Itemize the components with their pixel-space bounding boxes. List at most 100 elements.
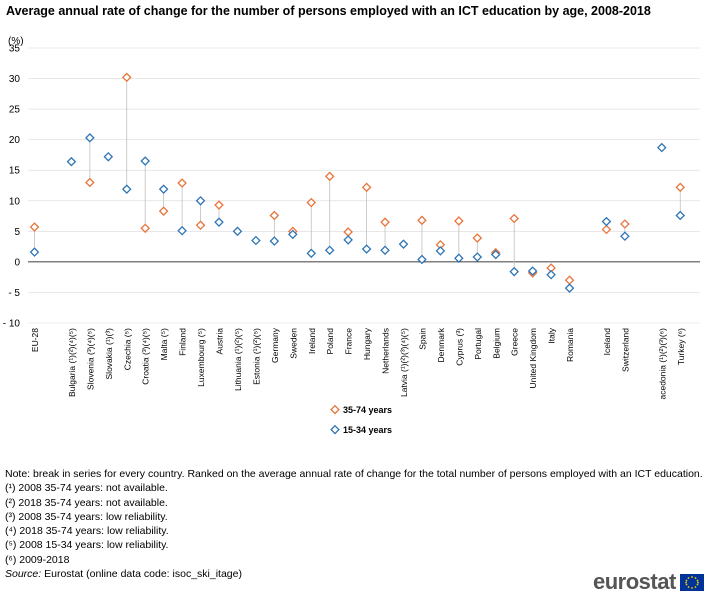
x-category-label: Sweden <box>288 328 298 359</box>
x-category-label: Poland <box>325 328 335 355</box>
marker-35-74 <box>140 223 151 234</box>
y-tick-label: 5 <box>14 227 20 238</box>
x-category-label: Germany <box>270 327 280 363</box>
marker-15-34 <box>380 245 390 256</box>
y-tick-label: 15 <box>9 166 21 177</box>
x-category-label: Portugal <box>473 328 483 360</box>
x-category-label: Iceland <box>602 328 612 356</box>
legend-label-15-34: 15-34 years <box>343 425 393 435</box>
marker-15-34 <box>158 184 169 194</box>
marker-35-74 <box>380 217 390 227</box>
source-line: Source: Eurostat (online data code: isoc… <box>5 567 705 581</box>
marker-15-34 <box>177 225 187 236</box>
y-tick-label: 20 <box>9 135 21 146</box>
marker-15-34 <box>121 184 132 194</box>
y-tick-label: 25 <box>9 105 21 116</box>
x-category-label: Slovakia (¹)(³) <box>104 328 114 380</box>
x-category-label: Spain <box>417 328 427 350</box>
marker-35-74 <box>343 227 353 237</box>
eurostat-logo: eurostat <box>593 569 704 595</box>
marker-35-74 <box>675 182 686 193</box>
x-category-label: France <box>344 328 354 355</box>
notes-block: Note: break in series for every country.… <box>5 467 705 581</box>
marker-35-74 <box>85 177 95 188</box>
x-category-label: Lithuania (¹)(²)(⁵) <box>233 328 243 391</box>
y-tick-label: 0 <box>14 257 20 268</box>
marker-35-74 <box>324 171 335 182</box>
x-category-label: Belgium <box>491 328 501 359</box>
y-tick-label: - 5 <box>8 288 20 299</box>
marker-15-34 <box>214 217 224 227</box>
legend-item-35-74: 35-74 years <box>330 400 392 420</box>
marker-15-34 <box>564 283 575 293</box>
marker-15-34 <box>472 252 483 262</box>
marker-15-34 <box>490 249 501 260</box>
footnote-3: (³) 2008 35-74 years: low reliability. <box>5 510 168 523</box>
x-category-label: Denmark <box>436 327 446 362</box>
footnote-4: (⁴) 2018 35-74 years: low reliability. <box>5 525 169 538</box>
marker-35-74 <box>306 197 317 208</box>
x-category-label: Estonia (¹)(²)(⁵) <box>251 328 261 385</box>
marker-35-74 <box>177 178 187 188</box>
x-category-label: Romania <box>565 328 575 362</box>
marker-15-34 <box>435 246 446 256</box>
marker-35-74 <box>158 206 169 216</box>
marker-15-34 <box>103 151 114 162</box>
marker-15-34 <box>527 266 538 276</box>
marker-15-34 <box>85 133 95 143</box>
x-category-label: Austria <box>215 328 225 355</box>
footnote-1: (¹) 2008 35-74 years: not available. <box>5 482 168 495</box>
footnote-6: (⁶) 2009-2018 <box>5 553 70 566</box>
x-category-label: Malta (⁵) <box>159 328 169 361</box>
x-category-label: Luxembourg (⁵) <box>196 328 206 387</box>
source-label: Source: <box>5 568 42 581</box>
marker-15-34 <box>140 156 151 166</box>
legend-marker-35-74 <box>330 405 340 415</box>
marker-15-34 <box>656 142 667 153</box>
marker-15-34 <box>398 239 409 249</box>
marker-15-34 <box>417 254 427 265</box>
x-category-label: Switzerland <box>620 328 630 372</box>
legend: 35-74 years 15-34 years <box>330 400 392 440</box>
x-category-label: United Kingdom <box>528 328 538 388</box>
marker-35-74 <box>601 224 612 235</box>
x-category-label: Czechia (⁵) <box>122 328 132 370</box>
marker-35-74 <box>564 275 575 286</box>
x-category-label: Finland <box>178 328 188 356</box>
x-category-label: North Macedonia (¹)(²)(³)(⁶) <box>657 328 667 400</box>
marker-15-34 <box>546 269 556 280</box>
footnote-2: (²) 2018 35-74 years: not available. <box>5 496 168 509</box>
x-category-label: Turkey (⁶) <box>676 328 686 365</box>
marker-15-34 <box>287 229 298 240</box>
eu-flag-icon <box>679 573 704 591</box>
legend-item-15-34: 15-34 years <box>330 420 392 440</box>
x-category-label: Italy <box>547 327 557 343</box>
x-category-label: Croatia (³)(⁴)(⁵) <box>141 328 151 385</box>
note-line: Note: break in series for every country.… <box>5 468 703 480</box>
y-tick-label: 35 <box>9 44 21 55</box>
x-category-label: Bulgaria (¹)(²)(⁴)(⁵) <box>67 328 77 397</box>
marker-35-74 <box>417 215 427 226</box>
y-tick-label: 10 <box>9 196 21 207</box>
marker-15-34 <box>324 245 335 256</box>
marker-15-34 <box>601 216 612 227</box>
marker-15-34 <box>66 156 77 167</box>
marker-15-34 <box>29 247 40 257</box>
marker-15-34 <box>251 235 261 246</box>
marker-15-34 <box>195 195 206 206</box>
source-text: Eurostat (online data code: isoc_ski_ita… <box>41 568 242 581</box>
x-category-label: Cyprus (³) <box>454 328 464 366</box>
chart-title: Average annual rate of change for the nu… <box>6 4 651 18</box>
x-category-label: Ireland <box>307 328 317 354</box>
marker-15-34 <box>361 244 372 254</box>
marker-35-74 <box>195 220 206 231</box>
x-category-label: Latvia (¹)(²)(³)(⁴)(⁵) <box>399 328 409 397</box>
logo-text: eurostat <box>593 569 676 594</box>
marker-35-74 <box>435 239 446 250</box>
x-category-label: Hungary <box>362 327 372 360</box>
marker-35-74 <box>454 216 464 226</box>
y-tick-label: - 10 <box>3 319 21 330</box>
marker-15-34 <box>306 248 317 259</box>
marker-15-34 <box>269 236 280 246</box>
marker-15-34 <box>343 235 353 245</box>
